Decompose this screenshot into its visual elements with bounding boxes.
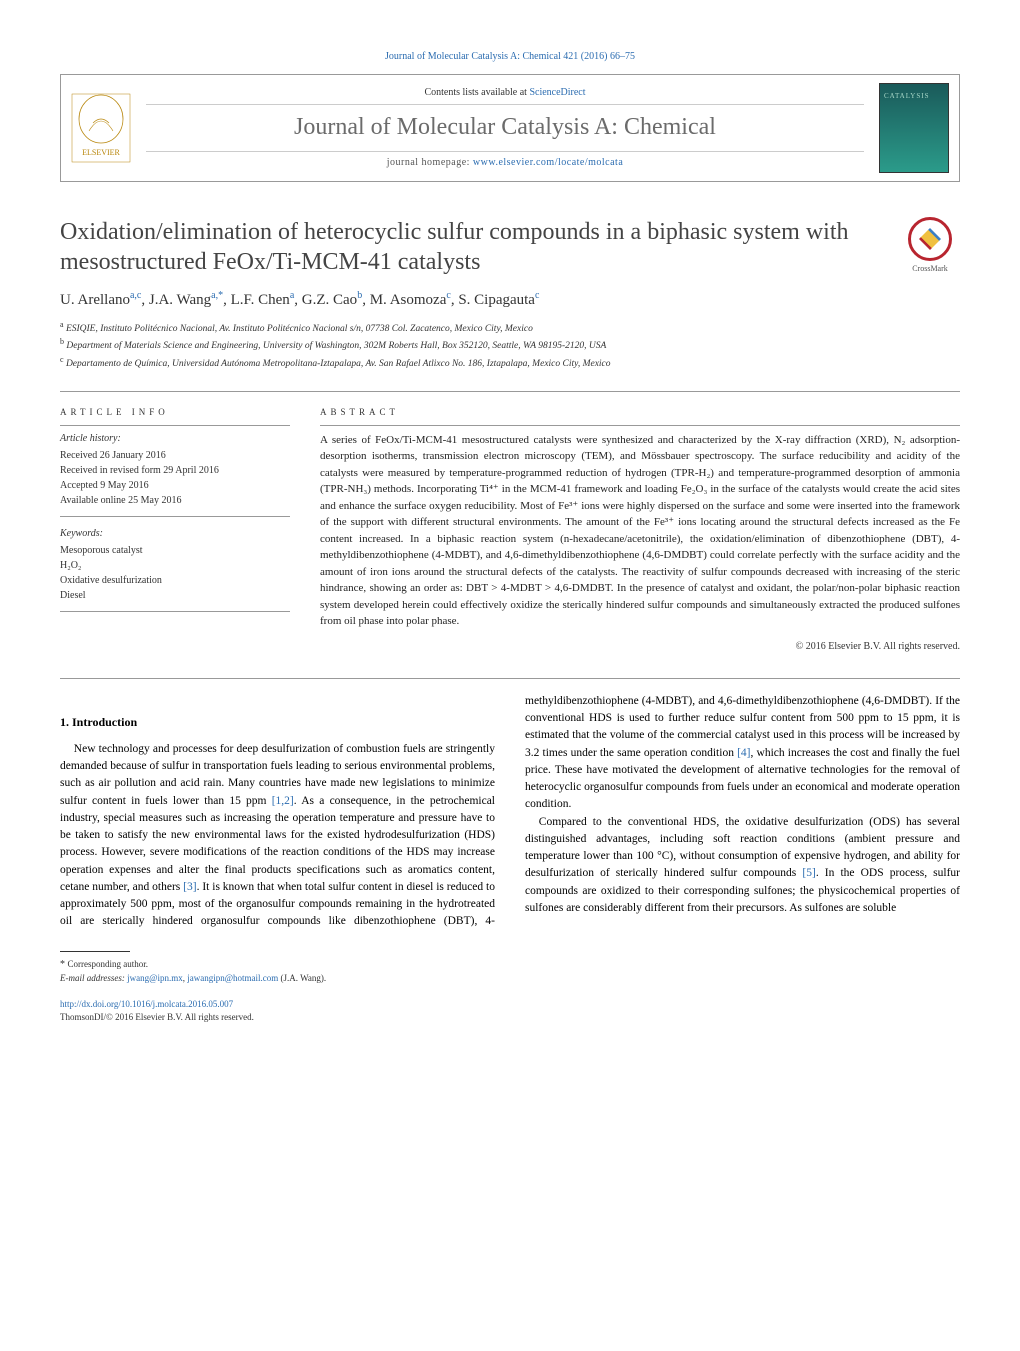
article-title: Oxidation/elimination of heterocyclic su… [60, 217, 885, 277]
crossmark-badge[interactable]: CrossMark [900, 217, 960, 274]
abstract-label: ABSTRACT [320, 406, 960, 426]
keyword: H₂O₂ [60, 558, 290, 573]
email-link[interactable]: jwang@ipn.mx [127, 973, 183, 983]
authors-list: U. Arellanoa,c, J.A. Wanga,*, L.F. Chena… [60, 289, 960, 311]
homepage-line: journal homepage: www.elsevier.com/locat… [146, 151, 864, 170]
affiliations: a ESIQIE, Instituto Politécnico Nacional… [60, 319, 960, 371]
article-history: Article history: Received 26 January 201… [60, 432, 290, 517]
crossmark-label: CrossMark [900, 263, 960, 274]
keyword: Mesoporous catalyst [60, 543, 290, 558]
history-item: Received 26 January 2016 [60, 448, 290, 463]
history-item: Available online 25 May 2016 [60, 493, 290, 508]
reference-link[interactable]: [1,2] [272, 795, 294, 807]
email-link[interactable]: jawangipn@hotmail.com [187, 973, 278, 983]
elsevier-logo: ELSEVIER [71, 93, 131, 163]
doi-block: http://dx.doi.org/10.1016/j.molcata.2016… [60, 998, 960, 1023]
journal-name: Journal of Molecular Catalysis A: Chemic… [146, 111, 864, 145]
intro-heading: 1. Introduction [60, 713, 495, 731]
reference-link[interactable]: [4] [737, 747, 750, 759]
journal-homepage-link[interactable]: www.elsevier.com/locate/molcata [473, 157, 623, 168]
doi-link[interactable]: http://dx.doi.org/10.1016/j.molcata.2016… [60, 999, 233, 1009]
divider [60, 391, 960, 392]
doi-copyright: ThomsonDI/© 2016 Elsevier B.V. All right… [60, 1012, 254, 1022]
reference-link[interactable]: [5] [802, 867, 815, 879]
history-label: Article history: [60, 432, 290, 446]
abstract-text: A series of FeOx/Ti-MCM-41 mesostructure… [320, 432, 960, 630]
article-info-label: ARTICLE INFO [60, 406, 290, 426]
divider [60, 678, 960, 679]
body-paragraph: Compared to the conventional HDS, the ox… [525, 814, 960, 918]
contents-line: Contents lists available at ScienceDirec… [146, 86, 864, 105]
keywords-block: Keywords: Mesoporous catalystH₂O₂Oxidati… [60, 527, 290, 612]
footnote-separator [60, 951, 130, 952]
svg-text:ELSEVIER: ELSEVIER [82, 148, 120, 157]
journal-cover-thumbnail [879, 83, 949, 173]
history-item: Accepted 9 May 2016 [60, 478, 290, 493]
abstract-copyright: © 2016 Elsevier B.V. All rights reserved… [320, 640, 960, 654]
crossmark-icon [908, 217, 952, 261]
keywords-label: Keywords: [60, 527, 290, 541]
journal-header: ELSEVIER Contents lists available at Sci… [60, 74, 960, 182]
history-item: Received in revised form 29 April 2016 [60, 463, 290, 478]
keyword: Diesel [60, 588, 290, 603]
keyword: Oxidative desulfurization [60, 573, 290, 588]
reference-link[interactable]: [3] [183, 881, 196, 893]
sciencedirect-link[interactable]: ScienceDirect [529, 87, 585, 98]
top-citation[interactable]: Journal of Molecular Catalysis A: Chemic… [60, 50, 960, 64]
corresponding-author-footnote: * Corresponding author. E-mail addresses… [60, 958, 960, 985]
